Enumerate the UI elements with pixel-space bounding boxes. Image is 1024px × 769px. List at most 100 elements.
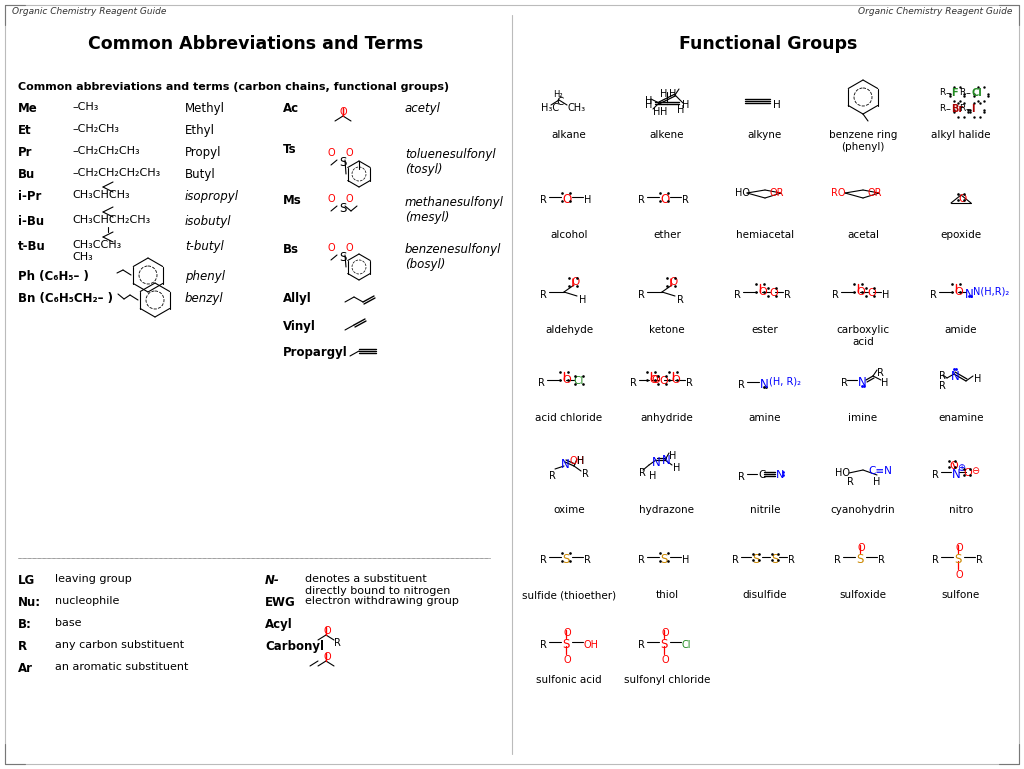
Text: epoxide: epoxide — [940, 230, 982, 240]
Text: disulfide: disulfide — [742, 590, 787, 600]
Text: H: H — [677, 105, 684, 115]
Text: H: H — [673, 463, 680, 473]
Text: –CH₂CH₃: –CH₂CH₃ — [72, 124, 119, 134]
Text: Butyl: Butyl — [185, 168, 216, 181]
Text: alkene: alkene — [650, 130, 684, 140]
Text: OH: OH — [569, 456, 584, 466]
Text: I: I — [971, 104, 975, 114]
Text: O: O — [758, 287, 767, 297]
Text: –CH₂CH₂CH₃: –CH₂CH₂CH₃ — [72, 146, 139, 156]
Text: O: O — [669, 277, 677, 287]
Text: O: O — [563, 628, 570, 638]
Text: H: H — [584, 195, 592, 205]
Text: acid chloride: acid chloride — [536, 413, 602, 423]
Text: R: R — [639, 468, 646, 478]
Text: Bu: Bu — [18, 168, 35, 181]
Text: OR: OR — [770, 188, 784, 198]
Text: Propargyl: Propargyl — [283, 346, 348, 359]
Text: Ph (C₆H₅– ): Ph (C₆H₅– ) — [18, 270, 89, 283]
Text: R: R — [738, 472, 745, 482]
Text: isobutyl: isobutyl — [185, 215, 231, 228]
Text: S: S — [339, 156, 346, 169]
Text: F: F — [951, 88, 957, 98]
Text: S: S — [771, 553, 778, 566]
Text: Organic Chemistry Reagent Guide: Organic Chemistry Reagent Guide — [858, 7, 1012, 16]
Text: anhydride: anhydride — [641, 413, 693, 423]
Text: O: O — [955, 570, 963, 580]
Text: O: O — [323, 626, 331, 636]
Text: S: S — [660, 638, 668, 651]
Text: O: O — [562, 193, 571, 206]
Text: H: H — [645, 96, 652, 106]
Text: R: R — [939, 88, 945, 97]
Text: R: R — [878, 555, 885, 565]
Text: R: R — [677, 295, 684, 305]
Text: (H, R)₂: (H, R)₂ — [769, 376, 801, 386]
Text: Organic Chemistry Reagent Guide: Organic Chemistry Reagent Guide — [12, 7, 166, 16]
Text: R: R — [959, 88, 966, 97]
Text: Nu:: Nu: — [18, 596, 41, 609]
Text: R: R — [932, 555, 939, 565]
Text: CH₃CHCH₂CH₃: CH₃CHCH₂CH₃ — [72, 215, 151, 225]
Text: Br: Br — [951, 104, 964, 114]
Text: Cl: Cl — [573, 376, 584, 386]
Text: O: O — [328, 194, 336, 204]
Text: H: H — [669, 451, 677, 461]
Text: R: R — [334, 638, 341, 648]
Text: benzene ring
(phenyl): benzene ring (phenyl) — [828, 130, 897, 151]
Text: S: S — [339, 202, 346, 215]
Text: Acyl: Acyl — [265, 618, 293, 631]
Text: O: O — [563, 655, 570, 665]
Text: Propyl: Propyl — [185, 146, 221, 159]
Text: Cl: Cl — [971, 88, 982, 98]
Text: H₂: H₂ — [553, 90, 562, 99]
Text: H: H — [873, 477, 881, 487]
Text: H: H — [577, 456, 585, 466]
Text: alkyl halide: alkyl halide — [931, 130, 991, 140]
Text: sulfone: sulfone — [942, 590, 980, 600]
Text: R: R — [540, 640, 547, 650]
Text: Bs: Bs — [283, 243, 299, 256]
Text: N: N — [952, 468, 961, 481]
Text: N: N — [760, 378, 769, 391]
Text: phenyl: phenyl — [185, 270, 225, 283]
Text: enamine: enamine — [938, 413, 984, 423]
Text: sulfonic acid: sulfonic acid — [537, 675, 602, 685]
Text: acetal: acetal — [847, 230, 879, 240]
Text: nitrile: nitrile — [750, 505, 780, 515]
Text: H: H — [579, 295, 587, 305]
Text: O: O — [954, 287, 963, 297]
Text: Methyl: Methyl — [185, 102, 225, 115]
Text: base: base — [55, 618, 82, 628]
Text: ether: ether — [653, 230, 681, 240]
Text: O: O — [323, 652, 331, 662]
Text: R: R — [582, 469, 589, 479]
Text: leaving group: leaving group — [55, 574, 132, 584]
Text: O: O — [571, 277, 580, 287]
Text: CH₃: CH₃ — [567, 103, 585, 113]
Text: R: R — [540, 555, 547, 565]
Text: ketone: ketone — [649, 325, 685, 335]
Text: sulfide (thioether): sulfide (thioether) — [522, 590, 616, 600]
Text: hemiacetal: hemiacetal — [736, 230, 794, 240]
Text: alcohol: alcohol — [550, 230, 588, 240]
Text: R: R — [939, 104, 945, 113]
Text: hydrazone: hydrazone — [640, 505, 694, 515]
Text: Carbonyl: Carbonyl — [265, 640, 324, 653]
Text: methanesulfonyl
(mesyl): methanesulfonyl (mesyl) — [406, 196, 504, 224]
Text: R: R — [638, 290, 645, 300]
Text: Cl: Cl — [682, 640, 691, 650]
Text: –: – — [966, 88, 971, 98]
Text: H: H — [660, 89, 668, 99]
Text: nucleophile: nucleophile — [55, 596, 120, 606]
Text: R: R — [959, 104, 966, 113]
Text: O: O — [345, 148, 352, 158]
Text: t-butyl: t-butyl — [185, 240, 224, 253]
Text: Ts: Ts — [283, 143, 297, 156]
Text: S: S — [752, 553, 760, 566]
Text: O: O — [345, 194, 352, 204]
Text: an aromatic substituent: an aromatic substituent — [55, 662, 188, 672]
Text: R: R — [841, 378, 848, 388]
Text: CH₃CCH₃
CH₃: CH₃CCH₃ CH₃ — [72, 240, 121, 261]
Text: R: R — [930, 290, 937, 300]
